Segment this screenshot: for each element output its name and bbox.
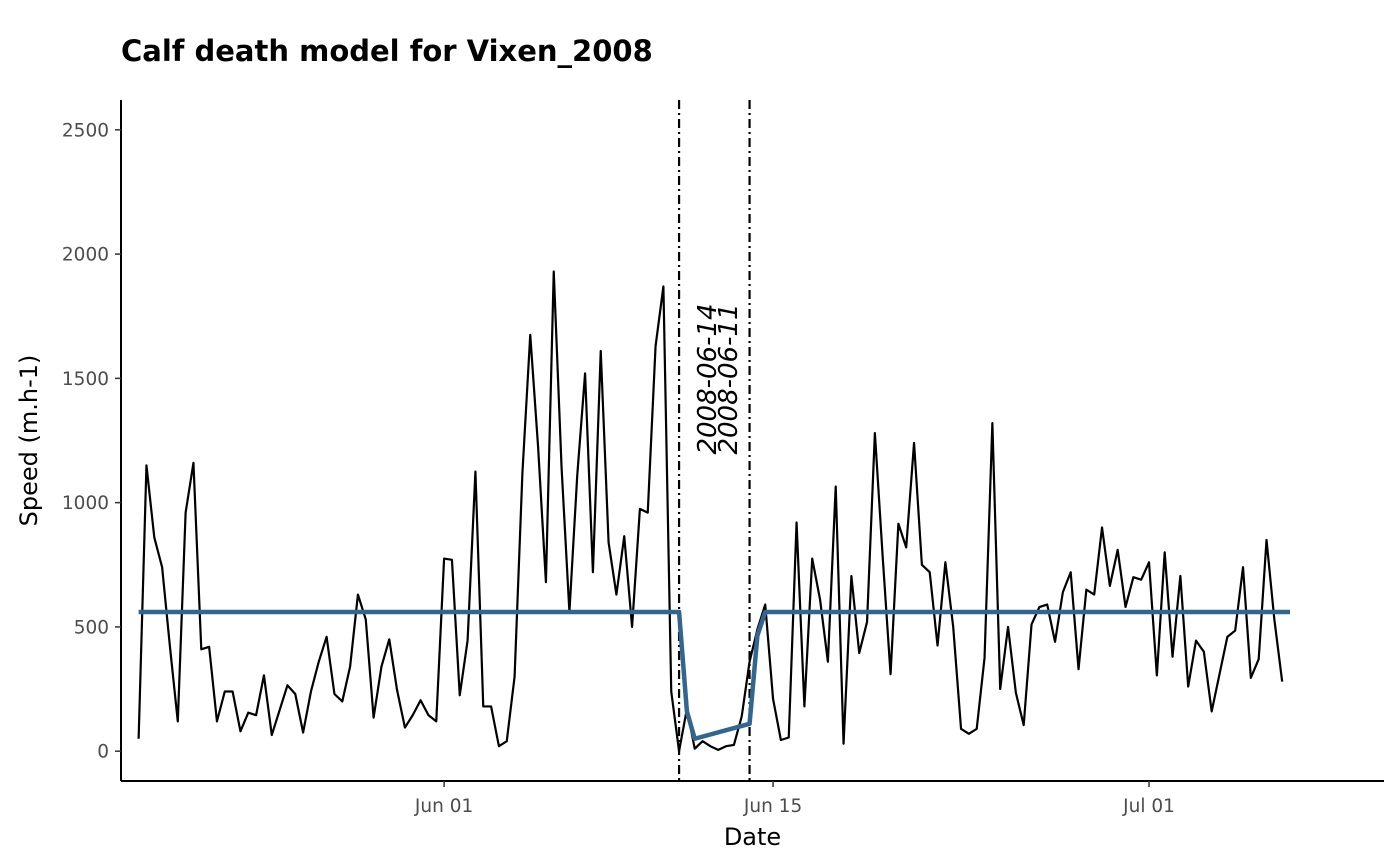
model-fit-line bbox=[138, 609, 1291, 741]
date-marker-label: 2008-06-11 bbox=[714, 303, 744, 454]
x-tick-label: Jul 01 bbox=[1122, 796, 1175, 817]
y-tick-label: 2000 bbox=[62, 245, 109, 266]
x-axis-title: Date bbox=[724, 823, 781, 851]
y-axis-title: Speed (m.h-1) bbox=[15, 355, 43, 527]
x-tick-label: Jun 15 bbox=[743, 796, 802, 817]
observed-speed-line bbox=[137, 270, 1284, 753]
y-tick-label: 1500 bbox=[62, 369, 109, 390]
y-tick-label: 500 bbox=[74, 617, 109, 638]
chart-title: Calf death model for Vixen_2008 bbox=[121, 34, 653, 68]
y-tick-label: 1000 bbox=[62, 493, 109, 514]
x-tick-label: Jun 01 bbox=[414, 796, 473, 817]
y-tick-label: 2500 bbox=[62, 120, 109, 141]
date-marker-label: 2008-06-14 bbox=[693, 303, 723, 454]
y-tick-label: 0 bbox=[97, 742, 109, 763]
